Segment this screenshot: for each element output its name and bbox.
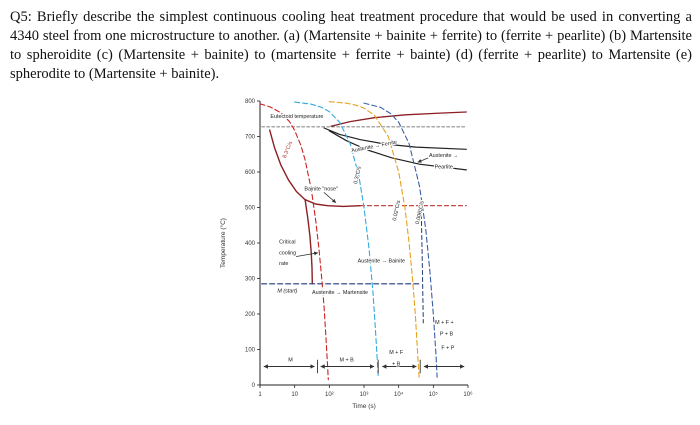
svg-text:M + B: M + B	[340, 358, 355, 364]
svg-text:0: 0	[252, 383, 256, 389]
svg-text:M (start): M (start)	[277, 289, 297, 295]
svg-text:+ B: + B	[392, 362, 401, 368]
cct-svg: 0 100 200 300 400 500 600 700 800 1 10 10² 10³ 10⁴ 10⁵…	[219, 99, 473, 410]
svg-text:400: 400	[245, 241, 256, 247]
svg-text:300: 300	[245, 277, 256, 283]
cct-figure: 0 100 200 300 400 500 600 700 800 1 10 10² 10³ 10⁴ 10⁵…	[10, 87, 690, 421]
svg-text:Bainite "nose": Bainite "nose"	[304, 187, 338, 193]
question-text: Q5: Briefly describe the simplest contin…	[10, 9, 692, 82]
svg-text:200: 200	[245, 312, 256, 318]
svg-text:10²: 10²	[325, 392, 334, 398]
svg-text:cooling: cooling	[279, 251, 296, 257]
svg-text:F + P: F + P	[441, 346, 454, 352]
svg-text:Time (s): Time (s)	[352, 403, 376, 410]
svg-text:100: 100	[245, 348, 256, 354]
svg-text:M + F +: M + F +	[435, 320, 454, 326]
svg-text:Temperature (°C): Temperature (°C)	[219, 218, 227, 268]
svg-text:8.3°C/s: 8.3°C/s	[282, 141, 294, 160]
svg-text:0.006°C/s: 0.006°C/s	[415, 201, 426, 226]
svg-text:Austenite →: Austenite →	[429, 153, 458, 159]
svg-text:500: 500	[245, 206, 256, 212]
svg-text:1: 1	[258, 392, 262, 398]
svg-text:M + F: M + F	[389, 350, 404, 356]
svg-text:0.3°C/s: 0.3°C/s	[353, 166, 363, 185]
svg-text:Eutectoid temperature: Eutectoid temperature	[270, 114, 323, 120]
svg-text:0.02°C/s: 0.02°C/s	[392, 200, 402, 222]
svg-text:Austenite → Bainite: Austenite → Bainite	[358, 259, 405, 265]
svg-text:Austenite → Martensite: Austenite → Martensite	[312, 290, 368, 296]
svg-text:Critical: Critical	[279, 240, 295, 246]
svg-text:10³: 10³	[360, 392, 369, 398]
svg-text:10⁵: 10⁵	[429, 391, 439, 398]
svg-text:600: 600	[245, 170, 256, 176]
svg-text:800: 800	[245, 99, 256, 105]
svg-text:rate: rate	[279, 261, 288, 267]
svg-text:M: M	[288, 358, 293, 364]
svg-text:700: 700	[245, 135, 256, 141]
svg-text:10⁴: 10⁴	[394, 391, 404, 398]
svg-text:10: 10	[291, 392, 298, 398]
svg-text:P + B: P + B	[440, 332, 454, 338]
svg-text:10⁶: 10⁶	[463, 391, 473, 398]
svg-text:Pearlite: Pearlite	[435, 165, 453, 171]
